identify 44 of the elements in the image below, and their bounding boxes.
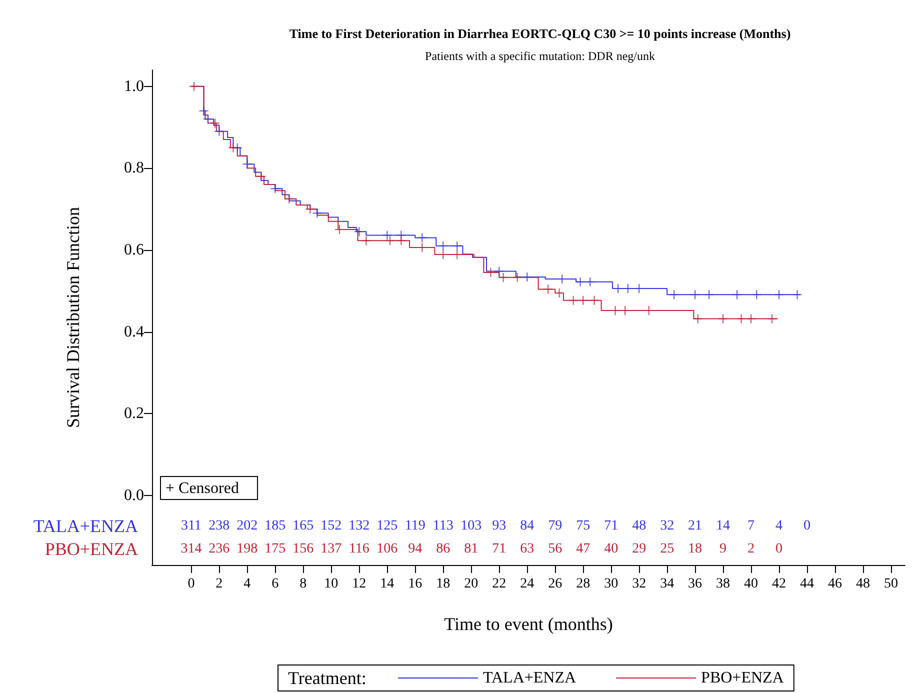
text: 314 236 198 175 156 137 116 106 94 86 81 71 63 56 47 40 29 25 18 9 2 0 (180, 542, 783, 556)
x-tick-label: 4 (244, 576, 251, 592)
x-tick-label: 32 (632, 576, 646, 592)
chart-subtitle: Patients with a specific mutation: DDR neg/unk (425, 49, 655, 63)
y-tick-label: 0.6 (124, 242, 144, 258)
x-tick-label: 46 (828, 576, 842, 592)
x-tick-label: 24 (520, 576, 534, 592)
text: PBO+ENZA (44, 539, 138, 559)
x-tick-label: 12 (352, 576, 366, 592)
x-tick-label: 6 (272, 576, 279, 592)
x-tick-label: 14 (380, 576, 394, 592)
y-tick-label: 1.0 (124, 78, 144, 95)
x-tick-label: 40 (744, 576, 758, 592)
legend-label: TALA+ENZA (483, 670, 576, 686)
x-axis-title: Time to event (months) (444, 614, 613, 634)
x-tick-label: 0 (188, 576, 195, 592)
x-tick-label: 34 (660, 576, 674, 592)
annotation: + Censored (166, 480, 239, 497)
y-tick-label: 0.0 (124, 486, 144, 504)
x-tick-label: 44 (800, 576, 814, 592)
x-tick-label: 20 (464, 576, 478, 592)
x-tick-label: 28 (576, 576, 590, 592)
x-tick-label: 26 (548, 576, 562, 592)
text: 311 238 202 185 165 152 132 125 119 113 103 93 84 79 75 71 48 32 21 14 7 4 0 (180, 518, 811, 534)
legend-title: Treatment: (288, 668, 366, 688)
x-tick-label: 16 (408, 576, 422, 592)
y-tick-label: 0.2 (124, 405, 144, 422)
chart-title: Time to First Deterioration in Diarrhea EORTC-QLQ C30 >= 10 points increase (Months) (289, 26, 791, 41)
y-tick-label: 0.8 (124, 160, 144, 177)
x-tick-label: 10 (324, 576, 338, 592)
x-tick-label: 50 (884, 576, 898, 592)
y-axis-title: Survival Distribution Function (63, 206, 83, 428)
x-tick-label: 8 (300, 576, 307, 592)
x-tick-label: 38 (716, 576, 730, 592)
legend-label: PBO+ENZA (701, 670, 784, 686)
x-tick-label: 2 (216, 576, 223, 592)
x-tick-label: 36 (688, 576, 702, 592)
x-tick-label: 18 (436, 576, 450, 592)
text: TALA+ENZA (33, 516, 138, 536)
x-tick-label: 22 (492, 576, 506, 592)
x-tick-label: 48 (856, 576, 870, 592)
x-tick-label: 30 (604, 576, 618, 592)
y-tick-label: 0.4 (124, 323, 144, 340)
x-tick-label: 42 (772, 576, 786, 592)
